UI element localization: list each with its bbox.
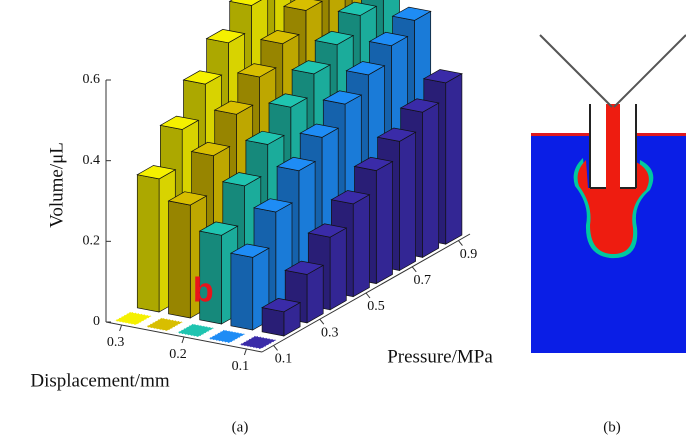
- z-tick: [181, 336, 185, 344]
- x-tick: [458, 240, 463, 246]
- bar-top: [284, 260, 325, 275]
- bar-top: [244, 130, 285, 145]
- z-tick: [243, 348, 247, 356]
- annotation: b: [193, 272, 214, 310]
- z-tick: [119, 324, 123, 332]
- bar-top: [291, 60, 332, 75]
- z-axis-label: Displacement/mm: [30, 370, 170, 391]
- bar-top: [252, 198, 294, 213]
- bar-top: [198, 221, 239, 236]
- y-tick-label: 0.2: [83, 234, 101, 249]
- bar: [175, 323, 217, 338]
- bar-side: [230, 252, 254, 331]
- bar-top: [228, 0, 262, 6]
- bar-top: [221, 172, 262, 187]
- bar-front: [306, 264, 324, 324]
- y-axis-label: Volume/μL: [46, 142, 67, 228]
- x-tick: [319, 318, 325, 325]
- bar-top: [299, 123, 340, 138]
- bar-top: [283, 0, 323, 11]
- bar-front: [352, 194, 370, 298]
- y-tick-label: 0: [93, 314, 100, 329]
- bar-tile: [112, 311, 154, 326]
- bar-top: [276, 156, 317, 172]
- bar: [261, 298, 302, 337]
- y-tick-label: 0.6: [83, 72, 101, 87]
- x-tick: [365, 292, 371, 299]
- bar-top: [136, 165, 177, 180]
- bar-front: [329, 227, 347, 311]
- x-tick-label: 0.9: [460, 247, 478, 262]
- bar-top: [261, 298, 302, 313]
- x-tick: [411, 266, 417, 273]
- bar: [143, 317, 185, 332]
- bar-top: [159, 115, 200, 130]
- bar-top: [422, 69, 463, 84]
- z-tick-label: 0.3: [107, 335, 125, 350]
- bar-top: [205, 29, 246, 44]
- bar-top: [182, 70, 223, 85]
- bar-top: [376, 127, 417, 142]
- bar-top: [368, 31, 409, 47]
- x-tick-label: 0.1: [275, 352, 293, 367]
- x-tick-label: 0.5: [367, 299, 385, 314]
- x-tick: [273, 345, 278, 351]
- bar-tile: [237, 335, 279, 350]
- bar-top: [229, 243, 270, 258]
- x-tick-label: 0.7: [413, 273, 431, 288]
- bar-tile: [206, 329, 248, 344]
- bar-top: [307, 223, 348, 238]
- simulation-image: [531, 34, 686, 353]
- z-tick-label: 0.2: [169, 347, 187, 362]
- z-tick-label: 0.1: [232, 359, 250, 374]
- bar-tile: [143, 317, 185, 332]
- bar-top: [236, 63, 277, 78]
- y-tick-label: 0.4: [83, 153, 101, 168]
- bar-top: [330, 190, 371, 205]
- bar-side: [168, 200, 191, 319]
- bar-top: [391, 6, 432, 21]
- bar: [112, 311, 154, 326]
- bar-side: [261, 307, 285, 337]
- bar-top: [314, 30, 355, 46]
- bar-top: [345, 61, 386, 76]
- bar-front: [422, 102, 440, 259]
- bar-top: [353, 156, 394, 171]
- bar-top: [259, 30, 300, 45]
- caption-b: (b): [603, 419, 621, 435]
- bar-top: [190, 141, 231, 157]
- x-tick-label: 0.3: [321, 325, 339, 340]
- bar-top: [167, 191, 208, 206]
- bar: [206, 329, 248, 344]
- plot: 0 0.2 0.4 0.6 0.1 0.3 0.5 0.7 0.9 0.1 0.2 0.3 b: [83, 0, 478, 374]
- bar-front: [399, 131, 416, 272]
- bar-front: [375, 160, 393, 285]
- bar-side: [136, 174, 160, 313]
- caption-a: (a): [232, 419, 249, 435]
- x-axis-label: Pressure/MPa: [387, 346, 493, 367]
- bar: [237, 335, 279, 350]
- bar-top: [399, 98, 440, 113]
- bar-front: [445, 73, 463, 245]
- bar-top: [322, 90, 363, 105]
- bar-top: [268, 93, 308, 108]
- bar-top: [337, 1, 378, 16]
- bar-top: [213, 100, 254, 115]
- bar: [167, 191, 208, 319]
- bar-tile: [175, 323, 217, 338]
